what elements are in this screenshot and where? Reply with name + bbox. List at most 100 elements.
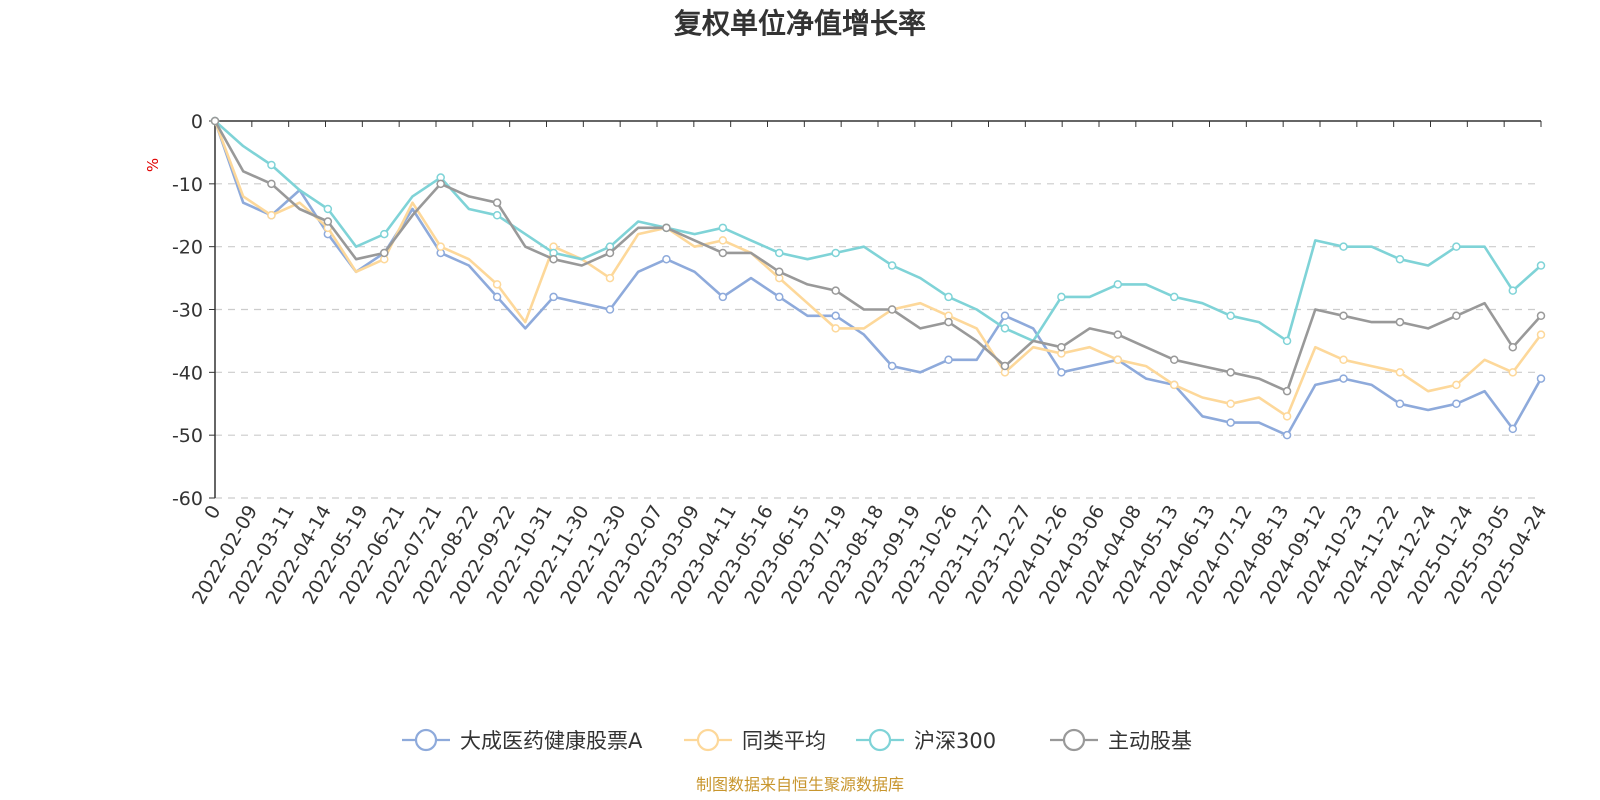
data-point bbox=[1057, 292, 1066, 302]
data-point bbox=[267, 160, 276, 170]
data-point bbox=[718, 292, 728, 302]
data-point bbox=[380, 229, 389, 239]
legend-item-3[interactable]: 主动股基 bbox=[1050, 728, 1192, 753]
data-point bbox=[323, 217, 333, 226]
data-point bbox=[605, 305, 615, 314]
data-point bbox=[1282, 430, 1292, 440]
data-point bbox=[1508, 342, 1518, 352]
data-point bbox=[605, 248, 615, 258]
y-tick-labels: 0 -10 -20 -30 -40 -50 -60 bbox=[172, 111, 203, 510]
data-point bbox=[1452, 380, 1461, 390]
data-point bbox=[1226, 418, 1235, 427]
series-3 bbox=[210, 116, 1546, 396]
data-point bbox=[1113, 330, 1123, 339]
data-point bbox=[1452, 242, 1461, 251]
data-point bbox=[1113, 280, 1123, 289]
y-tick-label: -40 bbox=[172, 362, 203, 384]
legend-item-0[interactable]: 大成医药健康股票A bbox=[402, 728, 643, 753]
data-point bbox=[1282, 336, 1292, 346]
data-point bbox=[887, 305, 897, 314]
chart-title: 复权单位净值增长率 bbox=[674, 7, 926, 40]
data-point bbox=[549, 254, 558, 264]
y-tick-label: -30 bbox=[172, 300, 203, 322]
y-tick-label: -10 bbox=[172, 174, 203, 196]
data-point bbox=[1339, 355, 1348, 365]
data-point bbox=[1452, 311, 1461, 321]
legend-circle-icon bbox=[696, 728, 720, 752]
series-2 bbox=[210, 116, 1546, 346]
data-point bbox=[492, 198, 502, 207]
data-point bbox=[718, 223, 728, 233]
data-point bbox=[605, 273, 615, 283]
data-point bbox=[267, 211, 276, 220]
data-point bbox=[831, 311, 840, 321]
data-point bbox=[1508, 424, 1518, 434]
data-point bbox=[1169, 380, 1179, 390]
legend-circle-icon bbox=[868, 728, 892, 752]
series-1 bbox=[210, 116, 1546, 421]
data-point bbox=[775, 267, 784, 277]
y-tick-label: -50 bbox=[172, 425, 203, 447]
legend: 大成医药健康股票A 同类平均 沪深300 主动股基 bbox=[402, 728, 1192, 753]
data-point bbox=[831, 324, 840, 333]
legend-item-2[interactable]: 沪深300 bbox=[856, 728, 996, 753]
data-point bbox=[1000, 361, 1010, 371]
data-point bbox=[718, 248, 728, 258]
data-point bbox=[492, 211, 502, 220]
series-line bbox=[213, 120, 1543, 418]
legend-item-1[interactable]: 同类平均 bbox=[684, 728, 826, 753]
data-point bbox=[944, 317, 953, 327]
legend-circle-icon bbox=[414, 728, 438, 752]
data-point bbox=[267, 179, 276, 189]
legend-label: 主动股基 bbox=[1108, 729, 1192, 753]
data-point bbox=[380, 248, 389, 258]
data-point bbox=[1226, 311, 1235, 321]
data-point bbox=[1339, 311, 1348, 321]
data-point bbox=[1395, 317, 1405, 327]
x-tick-labels: 02022-02-092022-03-112022-04-142022-05-1… bbox=[188, 501, 1551, 608]
data-point bbox=[323, 204, 333, 214]
data-point bbox=[1000, 324, 1010, 333]
data-point bbox=[1113, 355, 1123, 365]
data-point bbox=[1395, 368, 1405, 377]
data-point bbox=[1339, 242, 1348, 251]
data-point bbox=[1508, 368, 1518, 377]
data-point bbox=[775, 292, 784, 302]
data-point bbox=[887, 261, 897, 270]
data-point bbox=[1452, 399, 1461, 408]
data-point bbox=[492, 292, 502, 302]
data-point bbox=[549, 292, 558, 302]
data-point bbox=[1536, 374, 1546, 383]
data-point bbox=[1226, 399, 1235, 408]
source-note: 制图数据来自恒生聚源数据库 bbox=[696, 775, 904, 794]
axes bbox=[209, 120, 1542, 499]
data-point bbox=[1536, 261, 1546, 270]
data-point bbox=[1226, 368, 1235, 377]
data-point bbox=[1536, 330, 1546, 339]
data-point bbox=[1282, 386, 1292, 396]
data-point bbox=[1057, 342, 1066, 352]
data-point bbox=[1395, 254, 1405, 264]
data-point bbox=[1000, 311, 1010, 321]
legend-circle-icon bbox=[1062, 728, 1086, 752]
series-line bbox=[214, 120, 1542, 343]
data-point bbox=[887, 361, 897, 371]
data-point bbox=[210, 116, 220, 126]
data-point bbox=[944, 292, 953, 302]
data-point bbox=[944, 355, 953, 365]
x-tick-label: 0 bbox=[200, 502, 225, 523]
series-line bbox=[213, 120, 1543, 437]
data-point bbox=[1169, 355, 1179, 365]
data-point bbox=[1536, 311, 1546, 321]
y-tick-label: 0 bbox=[191, 111, 203, 133]
legend-label: 沪深300 bbox=[914, 729, 996, 753]
series-0 bbox=[210, 116, 1546, 440]
data-point bbox=[1395, 399, 1405, 408]
data-point bbox=[1339, 374, 1348, 383]
data-point bbox=[1508, 286, 1518, 295]
y-tick-label: -60 bbox=[172, 488, 203, 510]
grid-lines bbox=[215, 183, 1541, 499]
y-tick-label: -20 bbox=[172, 237, 203, 259]
data-point bbox=[662, 223, 671, 233]
